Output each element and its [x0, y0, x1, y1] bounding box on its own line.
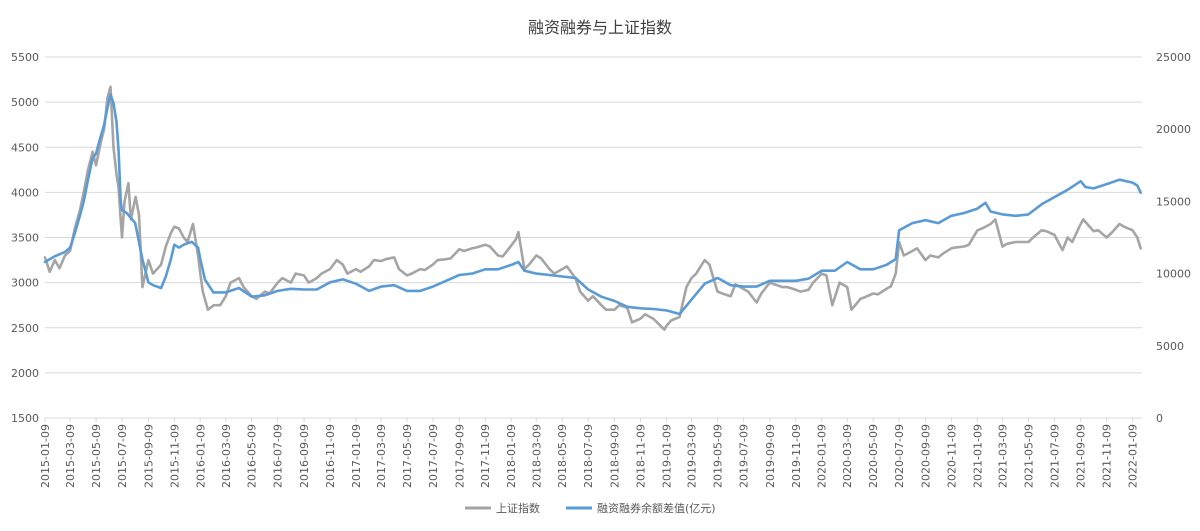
x-tick-label: 2016-05-09 — [246, 424, 259, 488]
right-tick-label: 20000 — [1156, 123, 1191, 136]
x-tick-label: 2018-07-09 — [582, 424, 595, 488]
x-tick-label: 2020-09-09 — [919, 424, 932, 488]
x-tick-label: 2019-03-09 — [686, 424, 699, 488]
right-tick-label: 10000 — [1156, 268, 1191, 281]
x-tick-label: 2015-05-09 — [90, 424, 103, 488]
legend-label: 融资融券余额差值(亿元) — [597, 501, 716, 515]
x-tick-label: 2017-11-09 — [479, 424, 492, 488]
x-tick-label: 2017-03-09 — [375, 424, 388, 488]
x-tick-label: 2019-09-09 — [764, 424, 777, 488]
x-tick-label: 2020-05-09 — [867, 424, 880, 488]
left-y-axis: 1500 2000 2500 3000 3500 4000 4500 5000 5500 — [11, 51, 39, 425]
x-tick-label: 2017-09-09 — [453, 424, 466, 488]
chart-title: 融资融券与上证指数 — [528, 18, 672, 37]
left-tick-label: 1500 — [11, 412, 39, 425]
left-tick-label: 3500 — [11, 232, 39, 245]
x-tick-label: 2020-01-09 — [816, 424, 829, 488]
x-tick-label: 2020-03-09 — [841, 424, 854, 488]
legend-label: 上证指数 — [496, 501, 540, 515]
left-tick-label: 5000 — [11, 96, 39, 109]
right-tick-label: 15000 — [1156, 195, 1191, 208]
x-tick-label: 2021-11-09 — [1101, 424, 1114, 488]
x-axis: 2015-01-09 2015-03-09 2015-05-09 2015-07-09… — [39, 417, 1142, 488]
x-tick-label: 2021-07-09 — [1048, 424, 1061, 488]
left-tick-label: 5500 — [11, 51, 39, 64]
x-tick-label: 2018-11-09 — [635, 424, 648, 488]
x-tick-label: 2016-03-09 — [220, 424, 233, 488]
left-tick-label: 4000 — [11, 186, 39, 199]
left-tick-label: 2500 — [11, 322, 39, 335]
x-tick-label: 2015-01-09 — [39, 424, 52, 488]
x-tick-label: 2016-09-09 — [298, 424, 311, 488]
x-tick-label: 2016-01-09 — [194, 424, 207, 488]
right-y-axis: 0 5000 10000 15000 20000 25000 — [1156, 51, 1191, 425]
x-tick-label: 2019-01-09 — [660, 424, 673, 488]
left-tick-label: 2000 — [11, 367, 39, 380]
series-line-margin-balance — [43, 93, 1142, 316]
x-tick-label: 2016-07-09 — [272, 424, 285, 488]
series-line-shanghai-index — [43, 85, 1142, 331]
x-tick-label: 2015-03-09 — [64, 424, 77, 488]
x-tick-label: 2021-05-09 — [1022, 424, 1035, 488]
x-tick-label: 2021-03-09 — [996, 424, 1009, 488]
right-tick-label: 25000 — [1156, 51, 1191, 64]
x-tick-label: 2016-11-09 — [324, 424, 337, 488]
x-tick-label: 2018-03-09 — [530, 424, 543, 488]
x-tick-label: 2015-07-09 — [116, 424, 129, 488]
x-tick-label: 2017-05-09 — [401, 424, 414, 488]
x-tick-label: 2022-01-09 — [1127, 424, 1140, 488]
series-lines — [43, 85, 1142, 331]
x-tick-label: 2021-09-09 — [1075, 424, 1088, 488]
x-tick-label: 2018-09-09 — [609, 424, 622, 488]
x-tick-label: 2017-01-09 — [350, 424, 363, 488]
x-tick-label: 2020-11-09 — [945, 424, 958, 488]
right-tick-label: 5000 — [1156, 340, 1184, 353]
x-tick-label: 2015-09-09 — [142, 424, 155, 488]
x-tick-label: 2019-07-09 — [737, 424, 750, 488]
x-tick-label: 2018-01-09 — [505, 424, 518, 488]
x-tick-label: 2017-07-09 — [427, 424, 440, 488]
x-tick-label: 2015-11-09 — [168, 424, 181, 488]
x-tick-label: 2019-11-09 — [790, 424, 803, 488]
x-tick-label: 2021-01-09 — [971, 424, 984, 488]
x-tick-label: 2018-05-09 — [556, 424, 569, 488]
left-tick-label: 3000 — [11, 277, 39, 290]
legend: 上证指数 融资融券余额差值(亿元) — [465, 501, 716, 515]
left-tick-label: 4500 — [11, 141, 39, 154]
x-tick-label: 2019-05-09 — [711, 424, 724, 488]
x-tick-label: 2020-07-09 — [893, 424, 906, 488]
right-tick-label: 0 — [1156, 412, 1163, 425]
gridlines — [45, 56, 1142, 419]
